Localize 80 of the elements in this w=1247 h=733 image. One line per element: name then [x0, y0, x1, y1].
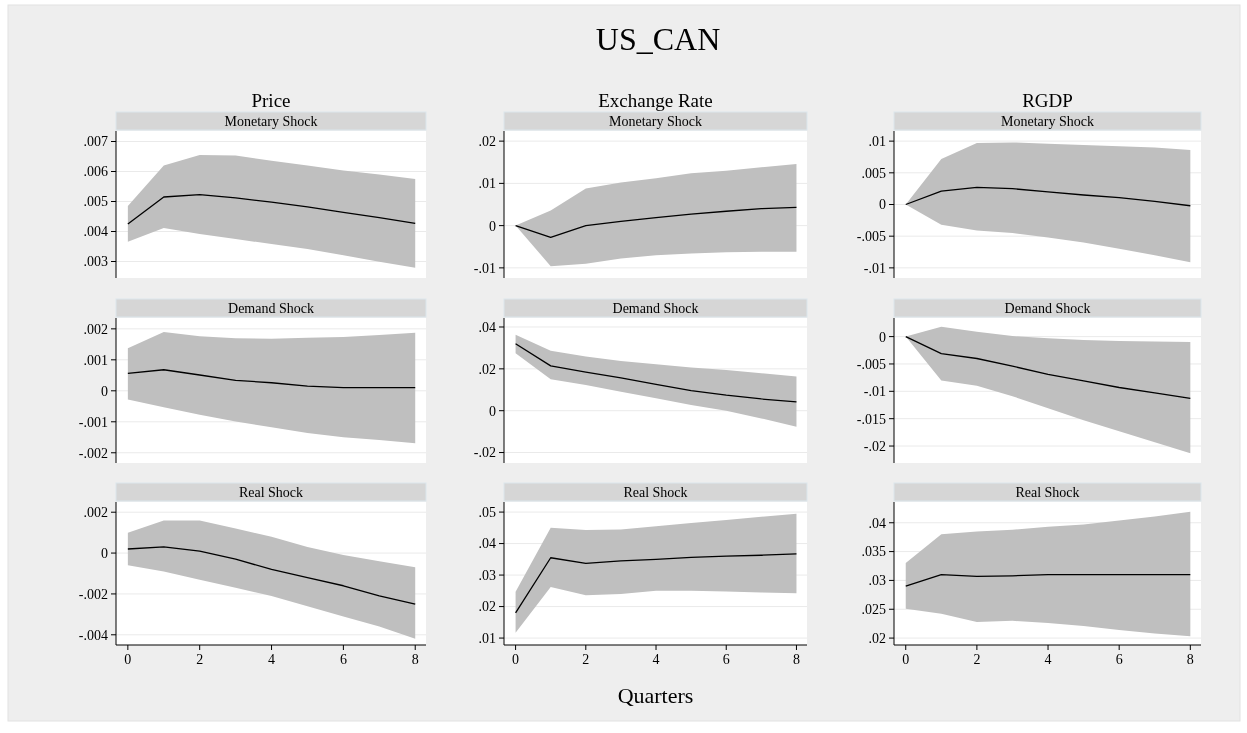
y-tick-label: -.005 — [856, 229, 886, 245]
chart-subtitle: Monetary Shock — [224, 114, 318, 129]
y-tick-label: .006 — [83, 164, 108, 180]
y-tick-label: .002 — [83, 321, 108, 337]
y-tick-label: 0 — [101, 545, 108, 561]
x-tick-label: 0 — [512, 652, 520, 667]
y-tick-label: .02 — [478, 361, 496, 377]
y-tick-label: 0 — [489, 403, 496, 419]
x-tick-label: 6 — [339, 652, 347, 667]
y-tick-label: 0 — [489, 218, 496, 234]
x-tick-label: 4 — [652, 652, 660, 667]
line-series — [127, 546, 416, 605]
y-tick-label: -.002 — [78, 586, 108, 602]
y-tick-label: -.01 — [473, 260, 496, 276]
chart-subtitle: Demand Shock — [1004, 301, 1091, 316]
chart-subtitle: Monetary Shock — [1001, 114, 1094, 129]
line-series — [127, 369, 416, 389]
chart-subtitle: Real Shock — [1015, 485, 1080, 500]
x-tick-label: 4 — [1044, 652, 1052, 667]
line-series — [905, 186, 1191, 207]
y-tick-label: .01 — [478, 630, 496, 646]
line-series — [514, 343, 798, 403]
x-tick-label: 0 — [902, 652, 910, 667]
chart-title: Exchange Rate — [598, 90, 713, 111]
y-tick-label: .005 — [861, 165, 886, 181]
y-tick-label: .02 — [478, 134, 496, 150]
line-series — [905, 574, 1191, 587]
text: US_CAN — [595, 21, 721, 57]
y-tick-label: .001 — [83, 352, 108, 368]
x-tick-label: 2 — [196, 652, 204, 667]
chart-title: Price — [251, 90, 291, 111]
y-tick-label: .005 — [83, 194, 108, 210]
y-tick-label: -.004 — [78, 627, 108, 643]
y-tick-label: -.005 — [856, 356, 886, 372]
y-tick-label: -.01 — [863, 260, 886, 276]
chart-subtitle: Demand Shock — [612, 301, 699, 316]
x-tick-label: 0 — [124, 652, 132, 667]
y-tick-label: -.02 — [863, 438, 886, 454]
y-tick-label: .04 — [478, 319, 496, 335]
y-tick-label: .01 — [478, 176, 496, 192]
y-tick-label: -.01 — [863, 384, 886, 400]
y-tick-label: .002 — [83, 505, 108, 521]
y-tick-label: 0 — [101, 383, 108, 399]
y-tick-label: .004 — [83, 224, 108, 240]
y-tick-label: -.02 — [473, 445, 496, 461]
y-tick-label: 0 — [879, 329, 886, 345]
y-tick-label: .03 — [478, 567, 496, 583]
y-tick-label: -.002 — [78, 445, 108, 461]
chart-subtitle: Real Shock — [238, 485, 304, 500]
x-tick-label: 4 — [268, 652, 276, 667]
x-tick-label: 8 — [792, 652, 800, 667]
chart-title: RGDP — [1022, 90, 1073, 111]
y-tick-label: .03 — [868, 573, 886, 589]
chart-subtitle: Demand Shock — [228, 301, 314, 316]
y-tick-label: -.015 — [856, 411, 886, 427]
line-series — [905, 335, 1191, 400]
y-tick-label: .025 — [861, 602, 886, 618]
x-tick-label: 2 — [973, 652, 981, 667]
y-tick-label: .05 — [478, 504, 496, 520]
y-tick-label: .04 — [478, 536, 496, 552]
y-tick-label: .02 — [868, 630, 886, 646]
x-tick-label: 2 — [582, 652, 590, 667]
x-axis-title: Quarters — [617, 683, 694, 708]
x-tick-label: 8 — [411, 652, 419, 667]
y-tick-label: 0 — [879, 197, 886, 213]
y-tick-label: .04 — [868, 515, 886, 531]
line-series — [514, 553, 798, 614]
y-tick-label: .003 — [83, 254, 108, 270]
chart-subtitle: Monetary Shock — [609, 114, 702, 129]
line-series — [514, 206, 798, 239]
y-tick-label: -.001 — [78, 414, 108, 430]
chart-subtitle: Real Shock — [623, 485, 688, 500]
x-tick-label: 8 — [1186, 652, 1194, 667]
line-series — [127, 193, 416, 225]
y-tick-label: .007 — [83, 134, 108, 150]
x-tick-label: 6 — [722, 652, 730, 667]
x-tick-label: 6 — [1115, 652, 1123, 667]
y-tick-label: .035 — [861, 544, 886, 560]
y-tick-label: .01 — [868, 134, 886, 150]
y-tick-label: .02 — [478, 599, 496, 615]
